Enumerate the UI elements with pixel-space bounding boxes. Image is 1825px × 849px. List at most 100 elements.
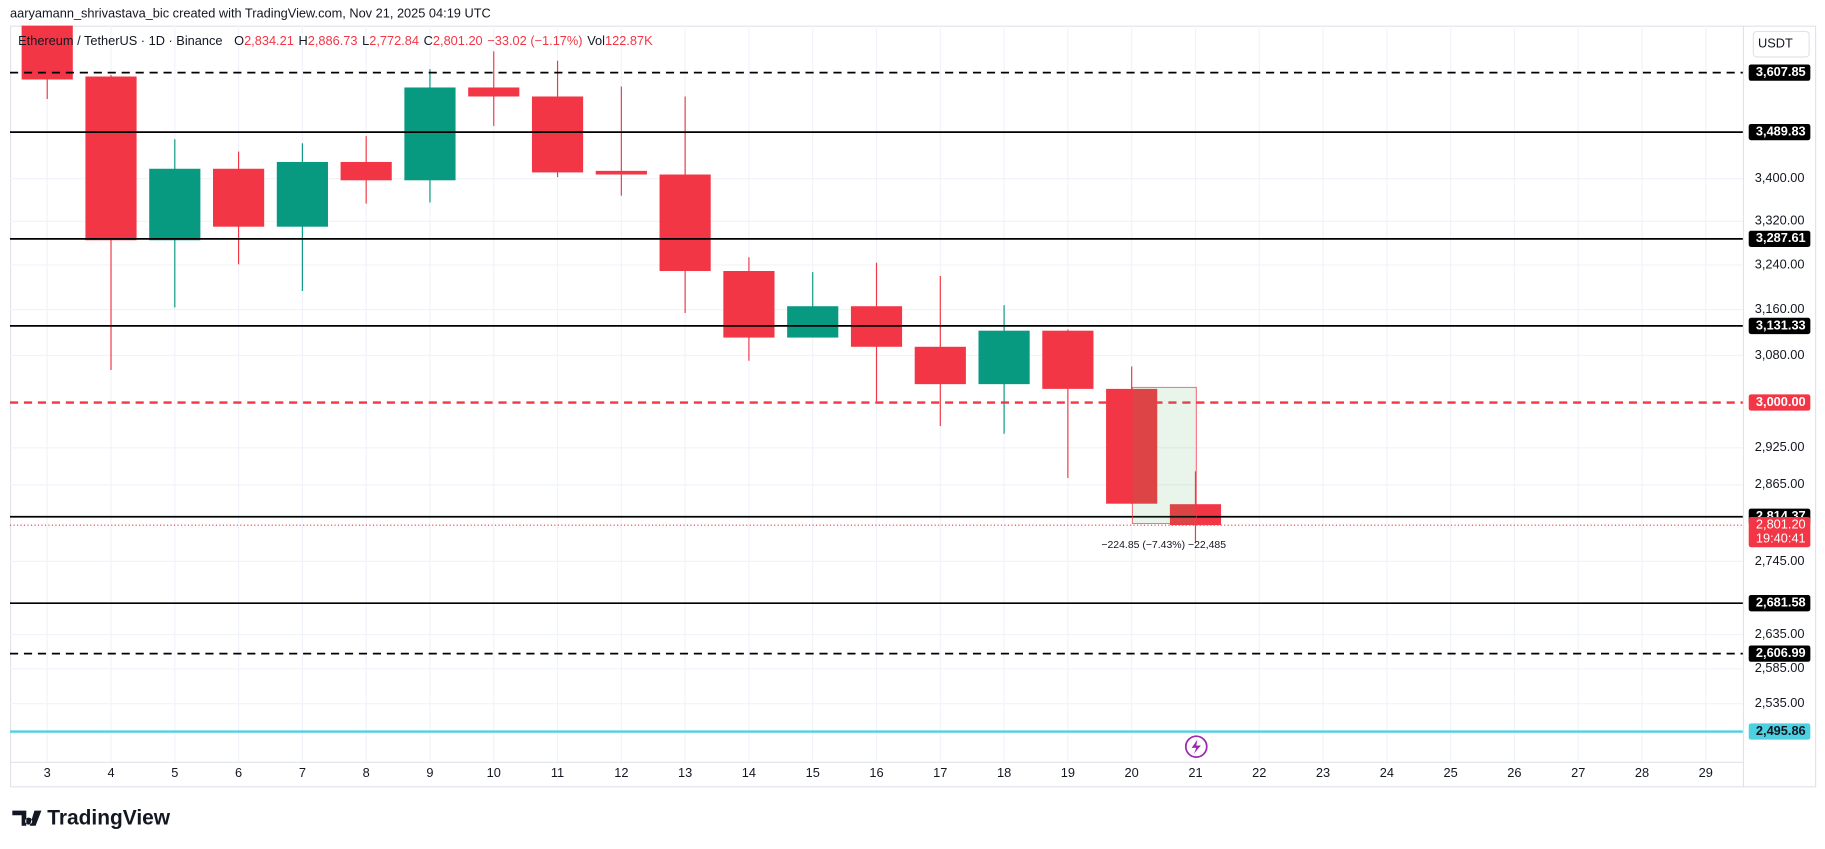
price-label-box	[1748, 394, 1811, 411]
measure-label: −224.85 (−7.43%) −22,485	[1101, 540, 1226, 551]
credit: aaryamann_shrivastava_bic created with T…	[10, 5, 491, 20]
logo-mark	[12, 810, 42, 826]
legend-key: O	[234, 33, 244, 48]
y-tick-label: 2,585.00	[1755, 660, 1805, 675]
x-tick-label: 24	[1380, 765, 1394, 780]
x-tick-label: 5	[171, 765, 178, 780]
x-tick-label: 28	[1635, 765, 1649, 780]
grid	[10, 25, 1743, 762]
price-label: 3,000.00	[1756, 394, 1806, 409]
candle-body	[468, 87, 520, 97]
x-tick-label: 15	[806, 765, 820, 780]
candle-body	[21, 25, 73, 80]
legend-key: L	[362, 33, 369, 48]
x-tick-label: 25	[1444, 765, 1458, 780]
candle-body	[1169, 504, 1222, 526]
price-label: 3,131.33	[1756, 317, 1806, 332]
candle-body	[1042, 330, 1094, 389]
candle-body	[787, 306, 839, 338]
candle-body	[149, 168, 201, 241]
x-tick-label: 20	[1125, 765, 1139, 780]
y-tick-label: 2,925.00	[1755, 439, 1805, 454]
candle-body	[213, 168, 265, 227]
x-tick-label: 13	[678, 765, 692, 780]
candle-body	[595, 170, 647, 175]
x-tick-label: 3	[44, 765, 51, 780]
logo: TradingView	[12, 806, 171, 829]
candle-body	[340, 161, 392, 181]
y-tick-label: 2,535.00	[1755, 695, 1805, 710]
y-tick-label: 3,080.00	[1755, 347, 1805, 362]
currency-box	[1752, 30, 1810, 58]
candle-body	[276, 161, 328, 227]
countdown: 19:40:41	[1756, 530, 1806, 545]
plot	[10, 25, 1743, 733]
legend-value: 122.87K	[605, 33, 653, 48]
x-tick-label: 18	[997, 765, 1011, 780]
y-tick-label: 3,320.00	[1755, 213, 1805, 228]
candle-body	[531, 96, 584, 173]
y-tick-label: 3,240.00	[1755, 256, 1805, 271]
legend-value: 2,886.73	[308, 33, 358, 48]
symbol: Ethereum / TetherUS · 1D · Binance	[18, 33, 222, 48]
x-tick-label: 26	[1507, 765, 1521, 780]
x-tick-label: 23	[1316, 765, 1330, 780]
measure-box	[1131, 386, 1197, 524]
x-tick-label: 4	[107, 765, 114, 780]
price-label: 2,681.58	[1756, 595, 1806, 610]
x-tick-label: 14	[742, 765, 756, 780]
legend-value: 2,834.21	[244, 33, 294, 48]
price-label: 3,287.61	[1756, 230, 1806, 245]
x-tick-label: 7	[299, 765, 306, 780]
x-tick-label: 16	[869, 765, 883, 780]
legend-value: −33.02 (−1.17%)	[487, 33, 582, 48]
price-label-box	[1748, 317, 1811, 335]
price-label-box	[1748, 595, 1811, 612]
brand: TradingView	[47, 806, 171, 829]
x-tick-label: 29	[1699, 765, 1713, 780]
price-label-box	[1748, 64, 1811, 81]
x-tick-label: 12	[614, 765, 628, 780]
event-icon	[1184, 735, 1208, 758]
price-label-box	[1748, 723, 1811, 740]
legend-key: H	[299, 33, 308, 48]
currency: USDT	[1758, 36, 1793, 51]
price-label: 2,495.86	[1756, 723, 1806, 738]
event-bolt	[1191, 739, 1201, 754]
x-tick-label: 10	[487, 765, 501, 780]
last-price-label: 2,801.20	[1756, 517, 1806, 532]
x-tick-label: 11	[551, 765, 564, 780]
x-tick-label: 17	[933, 765, 947, 780]
y-tick-label: 2,865.00	[1755, 476, 1805, 491]
legend-value: 2,801.20	[433, 33, 483, 48]
price-label-box	[1748, 230, 1811, 247]
legend-value: 2,772.84	[369, 33, 419, 48]
candle-body	[659, 174, 711, 271]
legend-key: C	[424, 33, 433, 48]
y-tick-label: 3,160.00	[1755, 301, 1805, 316]
price-label-box	[1748, 645, 1811, 662]
price-label-box	[1748, 123, 1811, 141]
x-tick-label: 6	[235, 765, 242, 780]
y-tick-label: 2,635.00	[1755, 626, 1805, 641]
x-tick-label: 21	[1188, 765, 1202, 780]
x-tick-label: 19	[1061, 765, 1075, 780]
candle-body	[978, 330, 1030, 385]
price-label: 3,607.85	[1756, 64, 1806, 79]
candle-body	[404, 87, 456, 181]
candle-body	[85, 76, 137, 241]
frame	[10, 25, 1817, 788]
x-tick-label: 27	[1571, 765, 1585, 780]
x-tick-label: 9	[426, 765, 433, 780]
legend-key: Vol	[587, 33, 605, 48]
candle-body	[723, 270, 775, 338]
candle-body	[914, 346, 966, 385]
last-price-box	[1748, 517, 1811, 548]
x-tick-label: 8	[363, 765, 370, 780]
price-label: 3,489.83	[1756, 123, 1806, 138]
price-label: 2,606.99	[1756, 645, 1806, 660]
x-tick-label: 22	[1252, 765, 1266, 780]
axes: 3,400.00 3,320.00 3,240.00 3,160.00 3,080.00…	[44, 64, 1811, 780]
